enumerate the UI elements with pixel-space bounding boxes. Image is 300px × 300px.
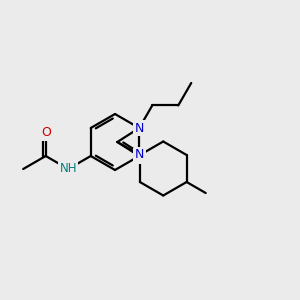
Text: NH: NH	[59, 163, 77, 176]
Text: O: O	[41, 127, 51, 140]
Text: N: N	[135, 122, 144, 134]
Text: N: N	[135, 149, 144, 163]
Text: N: N	[135, 148, 145, 161]
